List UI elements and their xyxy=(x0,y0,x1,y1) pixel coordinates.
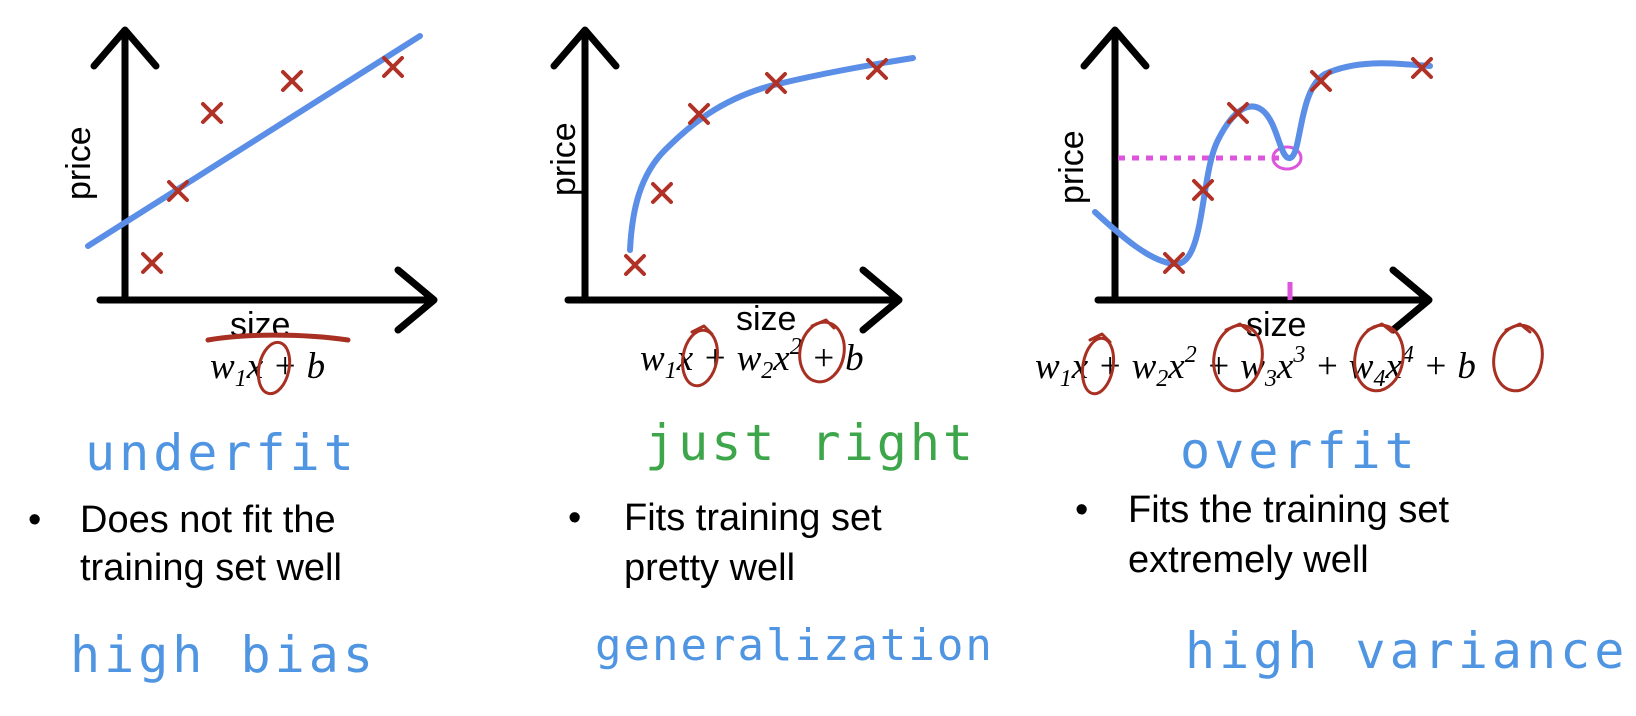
highlight-circle xyxy=(1271,145,1303,171)
x-axis-overfit xyxy=(1094,266,1433,334)
x-axis-label-just-right: size xyxy=(736,300,796,338)
feature-circle xyxy=(1080,336,1116,396)
description-underfit-line1: Does not fit the xyxy=(80,499,336,541)
feature-circle-tick xyxy=(1366,322,1394,334)
axes-just-right xyxy=(550,26,903,334)
description-overfit-line2: extremely well xyxy=(1128,539,1369,581)
feature-circle-tick xyxy=(690,324,714,336)
y-axis-overfit xyxy=(1080,26,1150,304)
data-point xyxy=(765,72,787,94)
formula-just-right: w1x + w2x2 + b xyxy=(640,334,864,384)
data-point xyxy=(167,180,189,202)
description-overfit-line1: Fits the training set xyxy=(1128,489,1449,531)
data-point xyxy=(1310,70,1332,92)
verdict-just-right: just right xyxy=(645,414,976,472)
y-axis-just-right xyxy=(550,26,620,304)
feature-circle xyxy=(1492,323,1544,393)
bullet-overfit: • xyxy=(1075,489,1088,531)
data-point xyxy=(688,103,710,125)
formula-overfit: w1x + w2x2 + w3x3 + w4x4 + b xyxy=(1035,342,1476,392)
data-point xyxy=(281,70,303,92)
y-axis-underfit xyxy=(90,26,160,304)
verdict-overfit: overfit xyxy=(1180,422,1419,480)
diagnosis-just-right: generalization xyxy=(595,620,994,671)
panel-underfit: price size w1x + b underfit • Does not f… xyxy=(28,26,438,684)
data-points-just-right xyxy=(624,58,888,276)
y-axis-label-overfit: price xyxy=(1053,130,1091,204)
data-point xyxy=(866,58,888,80)
bullet-just-right: • xyxy=(568,497,581,539)
data-point xyxy=(1411,57,1433,79)
axes-underfit xyxy=(90,26,438,334)
data-point xyxy=(141,252,163,274)
formula-underfit: w1x + b xyxy=(210,346,325,392)
x-axis-just-right xyxy=(564,266,903,334)
bullet-underfit: • xyxy=(28,499,41,541)
description-just-right-line1: Fits training set xyxy=(624,497,882,539)
feature-circle-tick xyxy=(810,318,836,330)
panel-overfit: price size w1x + w2x2 + w3x3 + w4x4 + b … xyxy=(1035,26,1628,680)
axes-overfit xyxy=(1080,26,1433,334)
data-point xyxy=(201,102,223,124)
feature-circle-tick xyxy=(1224,322,1252,334)
data-points-overfit xyxy=(1163,57,1433,274)
description-underfit-line2: training set well xyxy=(80,547,342,589)
data-points-underfit xyxy=(141,56,404,274)
diagnosis-underfit: high bias xyxy=(70,626,377,684)
description-just-right-line2: pretty well xyxy=(624,547,795,589)
feature-circle xyxy=(256,340,292,396)
fit-curve-just-right xyxy=(627,55,916,253)
panel-just-right: price size w1x + w2x2 + b just right • F… xyxy=(545,26,994,671)
fit-line-underfit xyxy=(85,33,423,249)
diagnosis-overfit: high variance xyxy=(1185,622,1628,680)
data-point xyxy=(1227,102,1249,124)
data-point xyxy=(382,56,404,78)
verdict-underfit: underfit xyxy=(85,424,358,482)
x-axis-underfit xyxy=(96,266,438,334)
strike-mark-underfit xyxy=(205,332,351,343)
data-point xyxy=(1163,252,1185,274)
data-point xyxy=(1192,179,1214,201)
feature-circle-tick xyxy=(1504,322,1532,334)
y-axis-label-underfit: price xyxy=(60,126,98,200)
data-point xyxy=(651,182,673,204)
feature-circle xyxy=(681,328,719,388)
fit-curve-overfit xyxy=(1092,60,1433,267)
x-axis-label-overfit: size xyxy=(1246,306,1306,344)
y-axis-label-just-right: price xyxy=(545,122,583,196)
data-point xyxy=(624,254,646,276)
feature-circle-tick xyxy=(1088,332,1112,344)
